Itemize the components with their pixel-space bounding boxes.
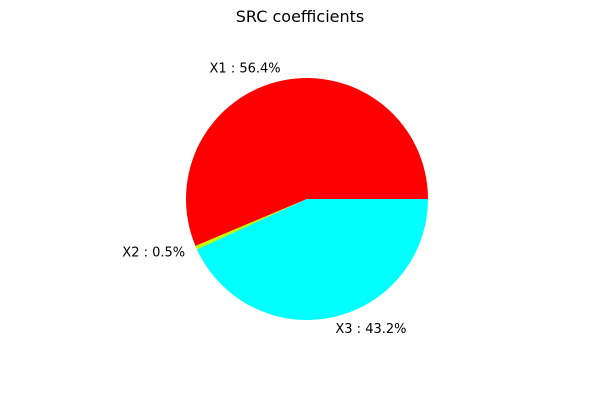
pie-slices bbox=[185, 78, 428, 321]
pie-label-x3: X3 : 43.2% bbox=[335, 322, 406, 337]
chart-title: SRC coefficients bbox=[236, 7, 364, 26]
pie-slice-x2 bbox=[195, 199, 307, 250]
pie-label-x2: X2 : 0.5% bbox=[122, 246, 185, 261]
pie-slice-x3 bbox=[197, 199, 428, 321]
pie-labels: X1 : 56.4% X2 : 0.5% X3 : 43.2% bbox=[122, 62, 406, 338]
pie-label-x1: X1 : 56.4% bbox=[210, 62, 281, 77]
pie-slice-x1 bbox=[185, 78, 428, 246]
